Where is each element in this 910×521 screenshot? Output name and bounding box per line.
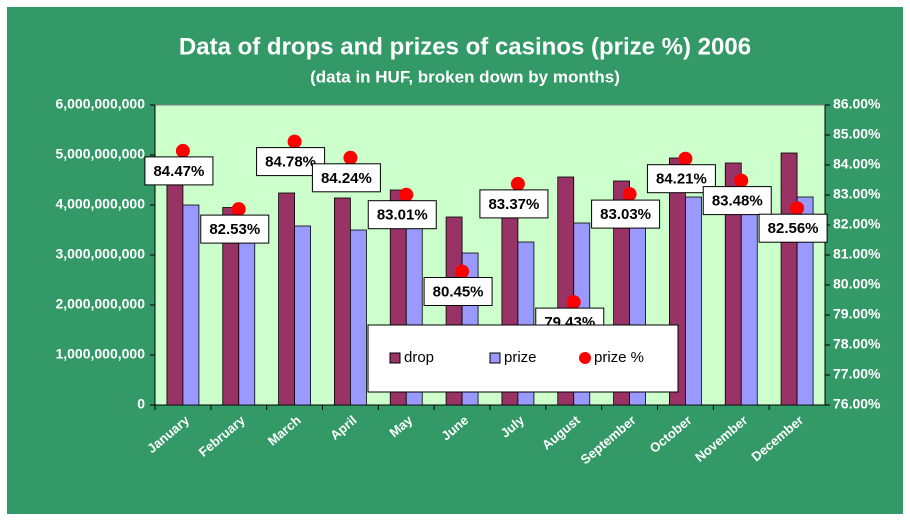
bar [334, 197, 351, 406]
y2-tick-label: 79.00% [833, 306, 881, 322]
data-label-box [758, 213, 828, 243]
y-tick-label: 1,000,000,000 [55, 346, 145, 362]
y-tick-label: 3,000,000,000 [55, 246, 145, 262]
data-label: 84.78% [265, 154, 316, 171]
bar [350, 229, 367, 406]
chart-title: Data of drops and prizes of casinos (pri… [179, 33, 751, 60]
data-label-box [367, 200, 437, 230]
bar [740, 202, 758, 406]
point [175, 143, 190, 158]
bar [238, 241, 256, 406]
data-label-box [200, 214, 270, 244]
point [790, 201, 805, 216]
y-tick-label: 5,000,000,000 [55, 146, 145, 162]
y2-tick-label: 76.00% [833, 396, 881, 412]
data-label-box [423, 277, 493, 306]
data-label-box [311, 163, 381, 193]
data-label: 83.48% [712, 193, 763, 210]
legend-swatch [489, 352, 501, 364]
y2-tick-label: 84.00% [833, 156, 881, 172]
data-label: 82.56% [768, 220, 819, 237]
legend-label: prize [504, 349, 537, 366]
legend-label: prize % [594, 349, 644, 366]
bar [796, 196, 814, 406]
data-label: 83.01% [377, 207, 428, 224]
point [231, 202, 246, 217]
data-label-box [702, 186, 772, 216]
data-label: 83.03% [600, 206, 651, 223]
data-label-box [144, 156, 214, 186]
legend-box [367, 324, 679, 393]
y2-tick-label: 83.00% [833, 186, 881, 202]
bar [182, 204, 200, 406]
y-tick-label: 4,000,000,000 [55, 196, 145, 212]
point [566, 295, 581, 310]
data-label: 84.24% [321, 170, 372, 187]
legend-swatch [389, 352, 401, 364]
bar [780, 152, 798, 406]
bar [294, 225, 311, 406]
y2-tick-label: 81.00% [833, 246, 881, 262]
point [399, 187, 414, 202]
point [622, 187, 637, 202]
bar [278, 192, 295, 406]
legend-marker [579, 352, 591, 364]
data-label: 80.45% [433, 283, 484, 300]
data-label: 84.21% [656, 171, 707, 188]
y-tick-label: 6,000,000,000 [55, 96, 145, 112]
legend-label: drop [404, 349, 434, 366]
y2-tick-label: 85.00% [833, 126, 881, 142]
point [678, 151, 693, 166]
y2-tick-label: 78.00% [833, 336, 881, 352]
data-label: 83.37% [488, 196, 539, 213]
point [455, 264, 470, 279]
point [734, 173, 749, 188]
chart-subtitle: (data in HUF, broken down by months) [310, 67, 620, 86]
data-label: 82.53% [209, 221, 260, 238]
legend: drop prize prize % [367, 324, 679, 393]
y2-tick-label: 86.00% [833, 96, 881, 112]
point [287, 134, 302, 149]
y-tick-label: 2,000,000,000 [55, 296, 145, 312]
data-label: 84.47% [153, 163, 204, 180]
bar [685, 196, 702, 406]
data-label-box [479, 189, 549, 219]
data-label-box [591, 199, 661, 229]
bar [166, 167, 184, 406]
y2-tick-label: 82.00% [833, 216, 881, 232]
y2-tick-label: 80.00% [833, 276, 881, 292]
point [343, 150, 358, 165]
y2-tick-label: 77.00% [833, 366, 881, 382]
y-tick-label: 0 [137, 396, 145, 412]
point [510, 176, 525, 191]
